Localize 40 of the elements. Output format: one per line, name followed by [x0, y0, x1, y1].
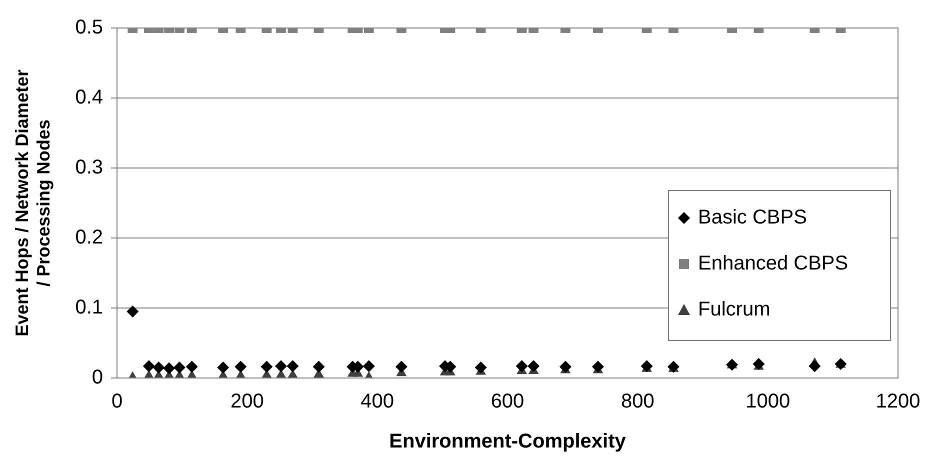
point	[808, 360, 821, 372]
point	[312, 360, 325, 373]
point	[275, 360, 288, 372]
point	[186, 360, 198, 373]
point	[173, 362, 186, 374]
point	[640, 360, 653, 372]
point	[152, 362, 165, 374]
point	[260, 360, 273, 373]
legend-label: Fulcrum	[698, 298, 770, 321]
x-tick-label: 200	[230, 390, 264, 413]
point	[163, 362, 176, 374]
point	[217, 362, 230, 374]
point	[516, 360, 528, 372]
legend-label: Basic CBPS	[698, 206, 807, 229]
y-tick-label: 0.3	[75, 156, 104, 179]
x-tick-label: 1200	[876, 390, 920, 413]
x-tick-label: 0	[111, 390, 123, 413]
x-tick-label: 400	[360, 390, 394, 413]
y-tick-label: 0	[92, 366, 104, 389]
point	[592, 360, 604, 373]
y-axis-title: Event Hops / Network Diameter / Processing Nodes	[12, 69, 54, 337]
x-tick-label: 600	[490, 390, 524, 413]
point	[362, 360, 375, 372]
point	[286, 360, 299, 372]
y-tick-label: 0.4	[75, 86, 104, 109]
x-tick-label: 800	[620, 390, 654, 413]
y-tick-label: 0.1	[75, 296, 104, 319]
point	[474, 362, 487, 374]
point	[142, 360, 155, 372]
point	[234, 360, 247, 373]
point	[528, 360, 540, 372]
point	[752, 358, 765, 370]
y-tick-label: 0.2	[75, 226, 104, 249]
point	[126, 306, 139, 318]
x-axis-title: Environment-Complexity	[389, 430, 627, 453]
x-tick-label: 1000	[746, 390, 790, 413]
y-tick-label: 0.5	[75, 16, 104, 39]
point	[395, 360, 408, 373]
point	[559, 360, 572, 373]
legend-label: Enhanced CBPS	[698, 252, 848, 275]
